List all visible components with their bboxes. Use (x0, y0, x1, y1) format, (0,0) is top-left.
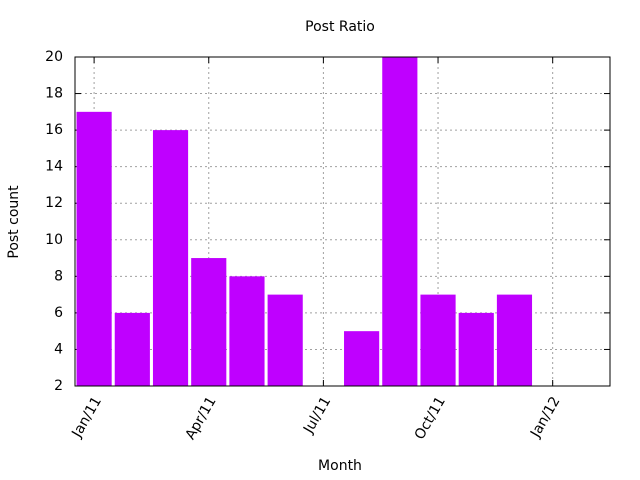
bar (191, 258, 227, 386)
y-tick-label: 6 (54, 305, 63, 321)
bar (496, 294, 533, 386)
x-tick-label: Oct/11 (412, 394, 449, 442)
y-tick-label: 2 (54, 378, 63, 394)
x-tick-label: Jan/12 (527, 394, 563, 441)
bar (114, 312, 150, 386)
y-tick-label: 18 (45, 86, 63, 102)
bar (458, 312, 494, 386)
bar (420, 294, 456, 386)
y-tick-label: 20 (45, 49, 63, 65)
chart-title: Post Ratio (305, 19, 375, 35)
y-tick-label: 10 (45, 232, 63, 248)
x-tick-label: Apr/11 (182, 394, 219, 443)
bar (229, 276, 265, 386)
y-tick-label: 8 (54, 268, 63, 284)
y-tick-label: 16 (45, 122, 63, 138)
bar (152, 130, 189, 386)
x-tick-label: Jul/11 (300, 394, 334, 437)
bar (267, 294, 303, 386)
y-tick-label: 4 (54, 341, 63, 357)
x-axis-label: Month (318, 458, 362, 474)
y-axis-label: Post count (6, 185, 22, 259)
bar (382, 57, 418, 386)
bar (76, 111, 112, 386)
y-tick-label: 14 (45, 159, 63, 175)
plot-border (74, 56, 611, 387)
x-tick-label: Jan/11 (69, 394, 105, 441)
y-tick-label: 12 (45, 195, 63, 211)
bar (344, 331, 380, 386)
